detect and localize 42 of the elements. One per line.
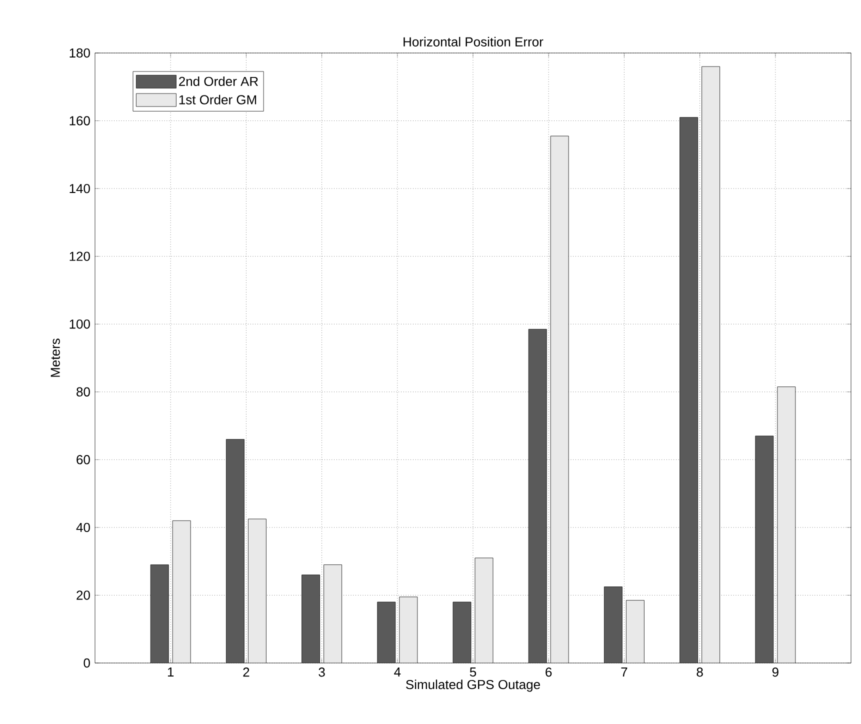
bar bbox=[324, 564, 342, 663]
bar bbox=[302, 574, 320, 663]
x-tick-label: 4 bbox=[394, 668, 401, 676]
bar bbox=[172, 520, 191, 663]
x-tick-label: 5 bbox=[470, 668, 476, 677]
y-tick-label: 0 bbox=[84, 658, 90, 668]
x-tick-label: 1 bbox=[168, 668, 174, 676]
y-tick-label: 180 bbox=[70, 48, 90, 58]
x-tick-label: 6 bbox=[546, 668, 552, 677]
y-tick-label: 60 bbox=[76, 455, 90, 464]
x-axis-title: Simulated GPS Outage bbox=[406, 680, 540, 692]
bar bbox=[474, 558, 494, 663]
bar bbox=[626, 600, 644, 663]
y-tick-label: 140 bbox=[70, 184, 90, 194]
x-tick-label: 9 bbox=[772, 668, 778, 677]
x-tick-label: 7 bbox=[621, 668, 628, 676]
x-tick-label: 3 bbox=[318, 668, 325, 677]
bar bbox=[604, 586, 622, 663]
bar bbox=[150, 564, 169, 663]
chart-title: Horizontal Position Error bbox=[404, 36, 544, 46]
x-tick-label: 8 bbox=[696, 668, 703, 677]
bar bbox=[702, 66, 720, 663]
bar bbox=[248, 518, 266, 663]
y-tick-label: 100 bbox=[70, 320, 90, 329]
bar bbox=[377, 602, 396, 663]
bar bbox=[755, 436, 774, 663]
y-tick-label: 80 bbox=[76, 387, 90, 396]
x-tick-label: 2 bbox=[243, 668, 250, 677]
bar bbox=[452, 602, 472, 663]
y-axis-title: Meters bbox=[50, 338, 60, 377]
bar bbox=[528, 328, 547, 663]
y-tick-label: 40 bbox=[76, 522, 90, 532]
y-tick-label: 120 bbox=[70, 252, 90, 261]
bar bbox=[399, 596, 418, 663]
legend-label: 1st Order GM bbox=[179, 94, 256, 104]
bar bbox=[680, 117, 698, 663]
bar bbox=[777, 386, 796, 663]
y-tick-label: 20 bbox=[76, 590, 90, 600]
legend-label: 2nd Order AR bbox=[179, 76, 258, 86]
bar bbox=[550, 136, 569, 663]
bar bbox=[226, 439, 244, 663]
y-tick-label: 160 bbox=[70, 116, 90, 126]
